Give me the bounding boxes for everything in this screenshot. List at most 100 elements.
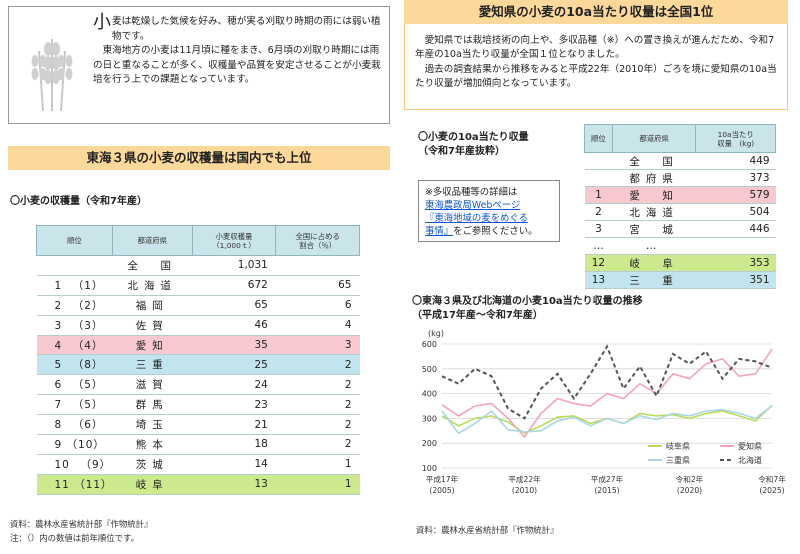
note-line1: ※多収品種等の詳細は — [425, 187, 518, 198]
table-row: 11 （11） 岐阜 13 1 — [36, 473, 360, 495]
cell-share: 3 — [275, 334, 360, 356]
cell-value: 351 — [695, 271, 776, 289]
cell-share: 1 — [275, 473, 360, 495]
cell-pref: 愛知 — [112, 334, 193, 356]
cell-value — [695, 237, 776, 255]
y-tick-label: 600 — [422, 340, 437, 349]
cell-share: 2 — [275, 394, 360, 416]
cell-rank: 10 （9） — [36, 453, 113, 475]
cell-pref: 都府県 — [612, 169, 696, 187]
x-tick-label: (2020) — [677, 486, 702, 495]
table-row: 都府県 373 — [584, 169, 776, 187]
legend-label: 愛知県 — [738, 441, 762, 451]
cell-pref: … — [612, 237, 696, 255]
per-header-rank: 順位 — [584, 124, 613, 153]
y-axis-unit: (kg) — [428, 329, 444, 338]
table-row: 1 （1） 北海道 672 65 — [36, 274, 360, 296]
cell-value: 65 — [192, 294, 276, 316]
cell-rank: 11 （11） — [36, 473, 113, 495]
table-row: 4 （4） 愛知 35 3 — [36, 334, 360, 356]
section-bar-left: 東海３県の小麦の収穫量は国内でも上位 — [8, 146, 390, 170]
x-tick-label: 平成17年 — [426, 474, 459, 484]
cell-pref: 三重 — [112, 354, 193, 376]
cell-rank: 3 — [584, 220, 613, 238]
left-note: 注：（）内の数値は前年順位です。 — [10, 533, 139, 543]
cell-pref: 福岡 — [112, 294, 193, 316]
per-table-header: 順位 都道府県 10a当たり 収量 (kg) — [584, 124, 776, 153]
right-para1: 愛知県では栽培技術の向上や、多収品種（※）への置き換えが進んだため、令和7年産の… — [415, 35, 775, 61]
header-yield: 小麦収穫量 （1,000ｔ） — [191, 225, 277, 256]
cell-pref: 滋賀 — [112, 374, 193, 396]
series-line-北海道 — [441, 344, 773, 420]
cell-value: 25 — [192, 354, 276, 376]
section-bar-right: 愛知県の小麦の10a当たり収量は全国1位 — [404, 0, 788, 24]
cell-rank: 5 （8） — [36, 354, 113, 376]
cell-pref: 愛 知 — [612, 186, 696, 204]
note-tail: をご参照ください。 — [453, 226, 538, 237]
intro-box: 小麦は乾燥した気候を好み、穂が実る刈取り時期の雨には弱い植物です。 東海地方の小… — [8, 6, 390, 124]
left-source: 資料：農林水産省統計部『作物統計』 — [10, 519, 153, 529]
cell-pref: 岐阜 — [112, 473, 193, 495]
note-link-2[interactable]: 『東海地域の麦をめぐる — [425, 213, 528, 224]
cell-share: 4 — [275, 314, 360, 336]
cell-pref: 埼玉 — [112, 414, 193, 436]
y-tick-label: 300 — [422, 414, 437, 423]
intro-big-char: 小 — [93, 12, 111, 33]
table-row: 10 （9） 茨城 14 1 — [36, 453, 360, 475]
cell-pref: 宮 城 — [612, 220, 696, 238]
note-link-3[interactable]: 事情』 — [425, 226, 454, 237]
legend-label: 岐阜県 — [666, 441, 690, 451]
cell-rank: … — [584, 237, 613, 255]
wheat-icon — [31, 39, 73, 112]
cell-value: 672 — [192, 274, 276, 296]
x-tick-label: 平成22年 — [508, 474, 541, 484]
cell-value: 46 — [192, 314, 276, 336]
cell-rank: 13 — [584, 271, 613, 289]
per-table-title-1: 〇小麦の10a当たり収量 — [418, 132, 529, 143]
table-row: 2 （2） 福岡 65 6 — [36, 294, 360, 316]
cell-value: 18 — [192, 434, 276, 455]
y-tick-label: 500 — [422, 365, 437, 374]
table-row: 8 （6） 埼玉 21 2 — [36, 414, 360, 436]
cell-rank: 8 （6） — [36, 414, 113, 436]
x-tick-label: 令和7年 — [758, 474, 786, 484]
header-pref: 都道府県 — [111, 225, 193, 256]
cell-rank — [584, 152, 613, 170]
cell-pref: 全 国 — [612, 152, 696, 170]
table-row: 6 （5） 滋賀 24 2 — [36, 374, 360, 396]
cell-value: 13 — [192, 473, 276, 495]
cell-pref: 群馬 — [112, 394, 193, 416]
legend-label: 三重県 — [666, 455, 690, 465]
cell-rank: 9 （10） — [36, 434, 113, 455]
series-line-愛知県 — [441, 348, 773, 439]
table-row: …… — [584, 237, 776, 255]
yield-table-header: 順位 都道府県 小麦収穫量 （1,000ｔ） 全国に占める 割合（％） — [36, 225, 360, 256]
table-row: 3 （3） 佐賀 46 4 — [36, 314, 360, 336]
cell-share: 1 — [275, 453, 360, 475]
table-row: 5 （8） 三重 25 2 — [36, 354, 360, 376]
right-source: 資料：農林水産省統計部『作物統計』 — [416, 525, 559, 535]
cell-pref: 岐 阜 — [612, 254, 696, 272]
right-para2: 過去の調査結果から推移をみると平成22年（2010年）ごろを境に愛知県の10a当… — [415, 63, 777, 90]
cell-value: 579 — [695, 186, 776, 204]
cell-value: 446 — [695, 220, 776, 238]
cell-share: 6 — [275, 294, 360, 316]
cell-rank: 2 — [584, 203, 613, 221]
header-rank: 順位 — [36, 225, 113, 256]
cell-rank: 1 （1） — [36, 274, 113, 296]
cell-pref: 全 国 — [112, 255, 193, 276]
cell-value: 353 — [695, 254, 776, 272]
table-row: 2 北海道 504 — [584, 203, 776, 221]
cell-share: 65 — [275, 274, 360, 296]
x-tick-label: (2010) — [512, 486, 537, 495]
table-row: 12 岐 阜 353 — [584, 254, 776, 272]
cell-value: 24 — [192, 374, 276, 396]
note-box: ※多収品種等の詳細は 東海農政局Webページ 『東海地域の麦をめぐる 事情』をご… — [418, 180, 560, 242]
note-link-1[interactable]: 東海農政局Webページ — [425, 200, 521, 211]
x-tick-label: 平成27年 — [591, 474, 624, 484]
y-tick-label: 400 — [422, 390, 437, 399]
right-body-text: 愛知県では栽培技術の向上や、多収品種（※）への置き換えが進んだため、令和7年産の… — [404, 24, 788, 110]
cell-value: 504 — [695, 203, 776, 221]
